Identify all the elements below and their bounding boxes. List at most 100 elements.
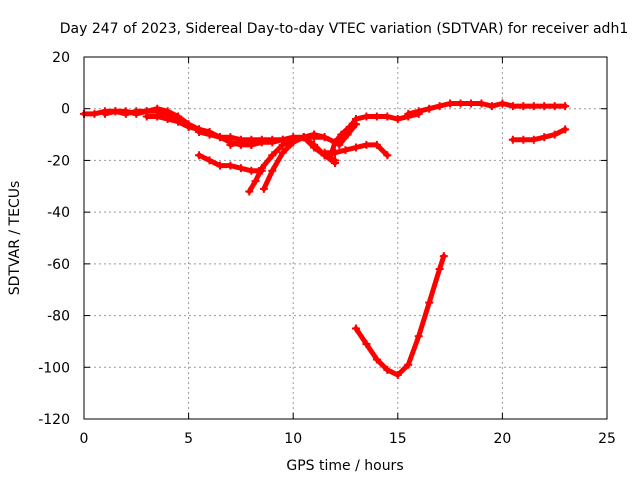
data-point xyxy=(320,133,329,142)
data-point xyxy=(331,138,340,147)
data-point xyxy=(393,115,402,124)
data-point xyxy=(268,166,277,175)
data-point xyxy=(498,99,507,108)
data-series xyxy=(80,99,570,380)
data-point xyxy=(90,109,99,118)
data-point xyxy=(247,166,256,175)
data-point xyxy=(519,135,528,144)
data-point xyxy=(561,102,570,111)
data-point xyxy=(508,135,517,144)
data-point xyxy=(540,102,549,111)
data-point xyxy=(226,133,235,142)
data-point xyxy=(529,135,538,144)
data-point xyxy=(383,151,392,160)
data-point xyxy=(519,102,528,111)
data-point xyxy=(215,161,224,170)
data-point xyxy=(372,355,381,364)
data-point xyxy=(121,107,130,116)
data-point xyxy=(257,164,266,173)
y-tick-label: 20 xyxy=(52,50,70,66)
series-track-j xyxy=(320,140,392,160)
data-point xyxy=(236,164,245,173)
data-point xyxy=(414,332,423,341)
x-axis-label: GPS time / hours xyxy=(286,458,403,474)
data-point xyxy=(226,140,235,149)
y-axis-label: SDTVAR / TECUs xyxy=(7,181,23,296)
data-point xyxy=(425,104,434,113)
data-point xyxy=(425,298,434,307)
x-tick-label: 10 xyxy=(284,431,302,447)
data-point xyxy=(205,156,214,165)
x-tick-label: 0 xyxy=(80,431,89,447)
data-point xyxy=(289,135,298,144)
data-point xyxy=(435,102,444,111)
data-point xyxy=(320,148,329,157)
data-point xyxy=(215,133,224,142)
data-point xyxy=(205,130,214,139)
data-point xyxy=(404,109,413,118)
data-point xyxy=(446,99,455,108)
y-tick-label: -40 xyxy=(47,205,70,221)
data-point xyxy=(335,140,344,149)
y-ticks: -120 -100 -80 -60 -40 -20 0 20 xyxy=(38,50,607,428)
data-point xyxy=(561,125,570,134)
data-point xyxy=(245,187,254,196)
data-point xyxy=(259,184,268,193)
data-point xyxy=(467,99,476,108)
y-tick-label: -60 xyxy=(47,257,70,273)
chart-title: Day 247 of 2023, Sidereal Day-to-day VTE… xyxy=(60,21,628,37)
data-point xyxy=(477,99,486,108)
series-line xyxy=(301,134,338,166)
data-point xyxy=(331,159,340,168)
data-point xyxy=(362,112,371,121)
y-tick-label: -80 xyxy=(47,309,70,325)
series-track-l xyxy=(335,120,360,149)
y-tick-label: -120 xyxy=(38,412,70,428)
data-point xyxy=(174,117,183,126)
y-tick-label: -100 xyxy=(38,360,70,376)
data-point xyxy=(550,102,559,111)
data-point xyxy=(310,130,319,139)
x-tick-label: 15 xyxy=(389,431,407,447)
data-point xyxy=(435,265,444,274)
series-line xyxy=(353,253,447,378)
data-point xyxy=(111,107,120,116)
x-tick-label: 25 xyxy=(598,431,616,447)
x-ticks: 0 5 10 15 20 25 xyxy=(80,57,616,447)
data-point xyxy=(163,115,172,124)
data-point xyxy=(351,120,360,129)
data-point xyxy=(487,102,496,111)
data-point xyxy=(195,127,204,136)
data-point xyxy=(247,140,256,149)
data-point xyxy=(236,138,245,147)
data-point xyxy=(278,135,287,144)
x-tick-label: 5 xyxy=(184,431,193,447)
series-line xyxy=(405,101,568,117)
data-point xyxy=(550,130,559,139)
data-point xyxy=(529,102,538,111)
data-point xyxy=(362,340,371,349)
data-point xyxy=(251,177,260,186)
series-track-m xyxy=(404,99,570,118)
data-point xyxy=(142,112,151,121)
data-point xyxy=(393,371,402,380)
data-point xyxy=(278,148,287,157)
data-point xyxy=(508,102,517,111)
data-point xyxy=(184,122,193,131)
data-point xyxy=(383,112,392,121)
data-point xyxy=(268,151,277,160)
plot-frame xyxy=(83,56,608,420)
data-point xyxy=(414,107,423,116)
data-point xyxy=(132,109,141,118)
data-point xyxy=(153,112,162,121)
data-point xyxy=(257,138,266,147)
data-point xyxy=(153,104,162,113)
data-point xyxy=(299,133,308,142)
data-point xyxy=(439,252,448,261)
data-point xyxy=(326,151,335,160)
series-track-n xyxy=(351,252,448,380)
data-point xyxy=(226,161,235,170)
data-point xyxy=(372,140,381,149)
data-point xyxy=(100,109,109,118)
